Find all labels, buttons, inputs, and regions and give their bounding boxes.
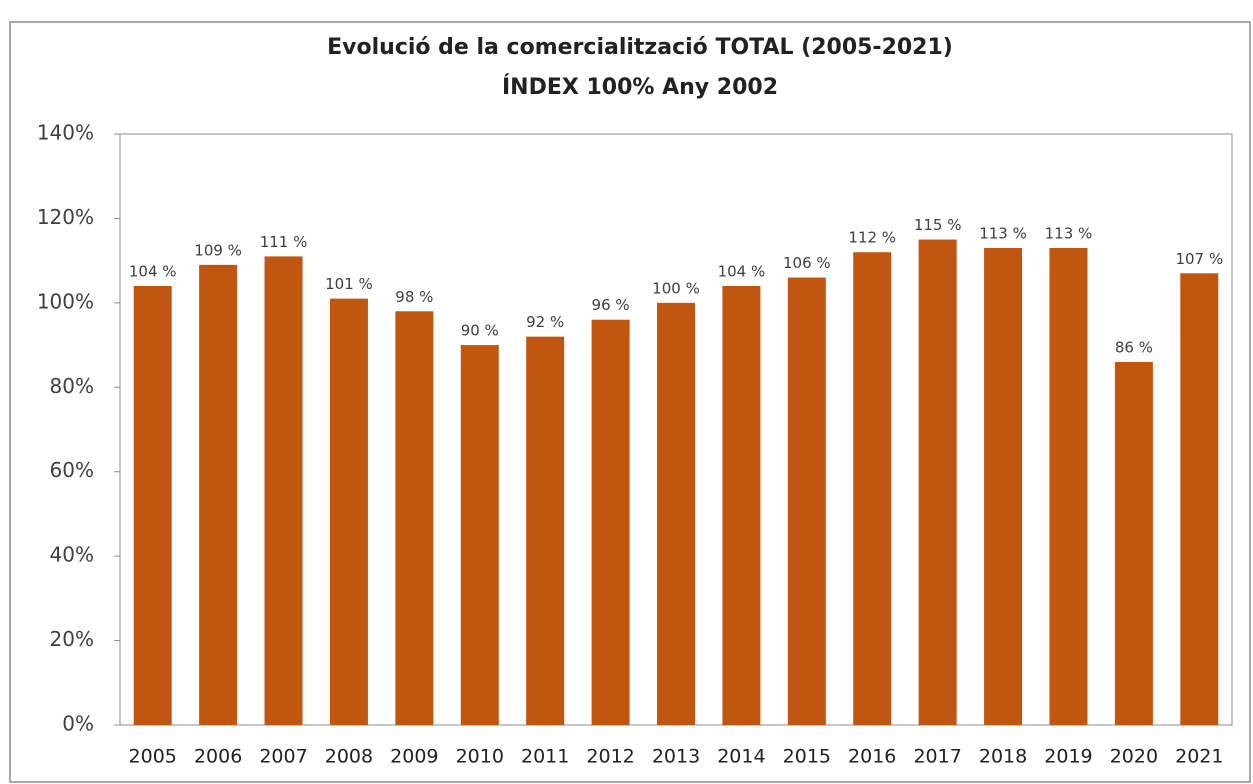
bar: [264, 256, 303, 725]
y-tick-label: 100%: [37, 289, 94, 313]
x-tick-label: 2017: [913, 746, 961, 768]
bar: [395, 311, 434, 725]
value-label: 100 %: [652, 279, 700, 297]
x-tick-label: 2013: [652, 746, 700, 768]
x-tick-label: 2006: [194, 746, 242, 768]
value-label: 96 %: [592, 296, 630, 314]
value-label: 113 %: [979, 224, 1027, 242]
value-label: 104 %: [129, 262, 177, 280]
x-tick-label: 2020: [1110, 746, 1158, 768]
x-tick-label: 2007: [259, 746, 307, 768]
x-tick-label: 2011: [521, 746, 569, 768]
x-tick-label: 2019: [1044, 746, 1092, 768]
bar: [787, 277, 826, 725]
x-tick-label: 2010: [456, 746, 504, 768]
y-tick-label: 120%: [37, 205, 94, 229]
value-label: 90 %: [461, 322, 499, 340]
bar: [526, 336, 565, 725]
y-tick-label: 20%: [50, 627, 94, 651]
bar: [199, 264, 238, 725]
bar: [984, 247, 1023, 725]
value-label: 101 %: [325, 275, 373, 293]
x-tick-label: 2012: [586, 746, 634, 768]
bar: [133, 285, 172, 725]
value-label: 92 %: [526, 313, 564, 331]
value-label: 115 %: [914, 216, 962, 234]
x-tick-label: 2008: [325, 746, 373, 768]
bar: [853, 252, 892, 725]
x-tick-label: 2009: [390, 746, 438, 768]
bar: [329, 298, 368, 725]
chart-subtitle: ÍNDEX 100% Any 2002: [502, 74, 778, 100]
x-tick-label: 2018: [979, 746, 1027, 768]
chart-title: Evolució de la comercialització TOTAL (2…: [327, 35, 953, 60]
bar: [1180, 273, 1219, 725]
value-label: 86 %: [1115, 338, 1153, 356]
bar: [657, 302, 695, 725]
y-tick-label: 0%: [62, 712, 94, 736]
x-tick-label: 2015: [783, 746, 831, 768]
value-label: 107 %: [1175, 250, 1223, 268]
y-tick-label: 60%: [50, 458, 94, 482]
y-tick-label: 140%: [37, 121, 94, 145]
value-label: 109 %: [194, 241, 242, 259]
value-label: 112 %: [848, 229, 896, 247]
value-label: 106 %: [783, 254, 831, 272]
y-tick-label: 40%: [50, 543, 94, 567]
bar: [460, 345, 499, 725]
bar: [591, 319, 630, 725]
y-tick-label: 80%: [50, 374, 94, 398]
x-tick-label: 2005: [129, 746, 177, 768]
bar: [918, 239, 957, 726]
value-label: 111 %: [260, 233, 308, 251]
x-tick-label: 2014: [717, 746, 765, 768]
value-label: 113 %: [1045, 224, 1093, 242]
bar: [1049, 247, 1088, 725]
value-label: 98 %: [395, 288, 433, 306]
value-label: 104 %: [718, 262, 766, 280]
x-tick-label: 2016: [848, 746, 896, 768]
x-tick-label: 2021: [1175, 746, 1223, 768]
bar: [722, 285, 761, 725]
bar: [1114, 361, 1153, 725]
